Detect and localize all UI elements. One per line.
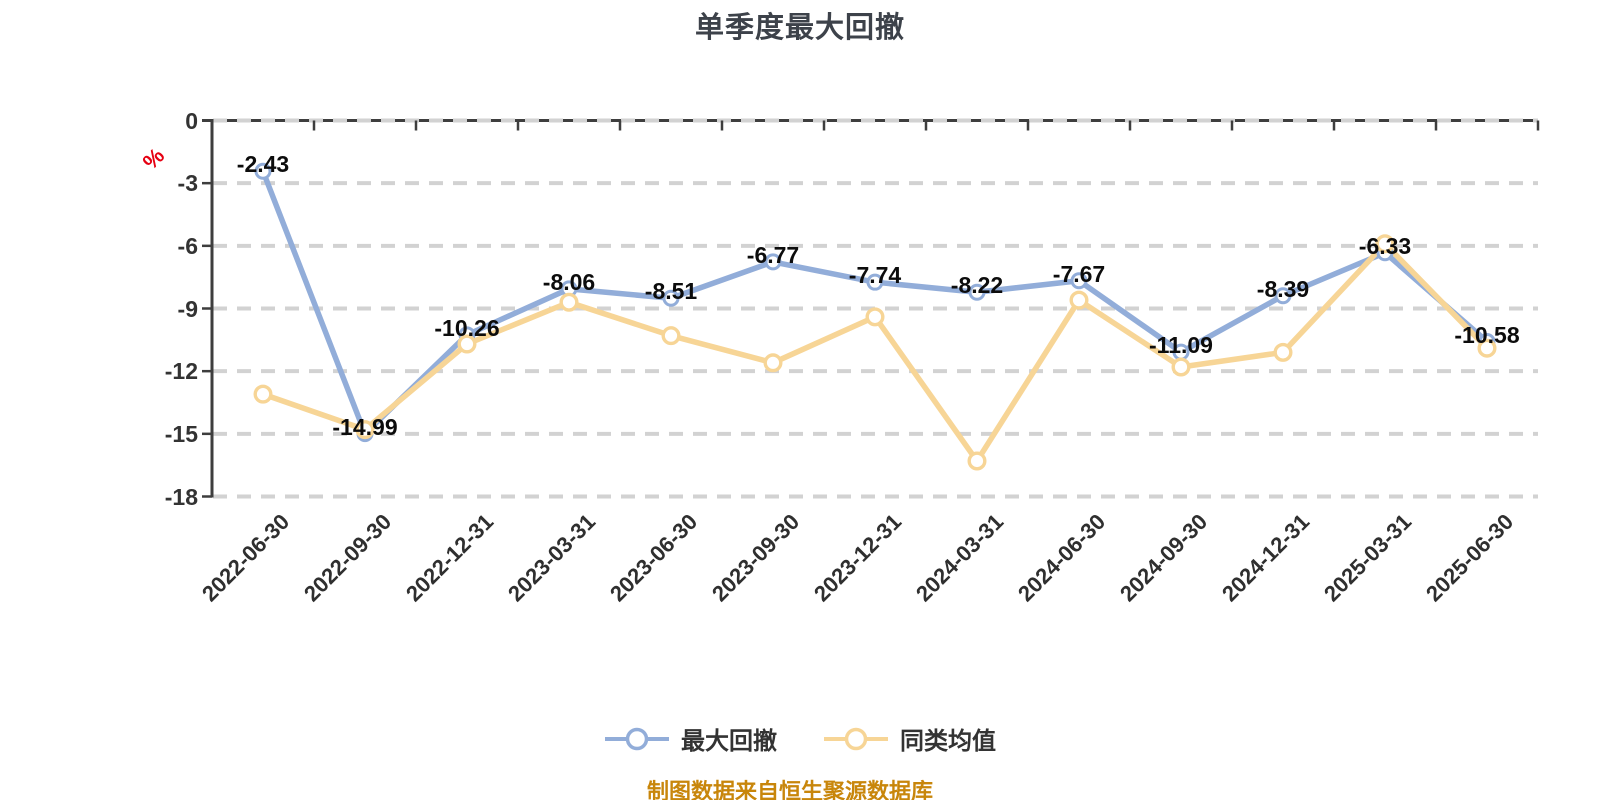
data-point-marker [253, 384, 273, 404]
legend-label: 同类均值 [900, 728, 996, 755]
data-point-marker [1172, 343, 1190, 361]
data-point-marker [764, 253, 782, 271]
data-point-marker [1375, 234, 1395, 254]
chart-title: 单季度最大回撤 [694, 12, 905, 44]
data-point-marker [1070, 272, 1088, 290]
data-point-marker [1274, 287, 1292, 305]
data-point-marker [1477, 338, 1497, 358]
legend-marker-icon [824, 727, 888, 750]
data-point-marker [967, 451, 987, 471]
legend-label: 最大回撤 [681, 728, 777, 755]
legend-item-peer-average[interactable]: 同类均值 [823, 721, 996, 756]
series-line-max-drawdown [260, 168, 1490, 437]
data-point-marker [865, 307, 885, 327]
data-point-marker [968, 283, 986, 301]
data-point-marker [457, 334, 477, 354]
data-point-marker [763, 353, 783, 373]
data-point-marker [1069, 290, 1089, 310]
data-point-marker [355, 420, 375, 440]
data-point-marker [559, 292, 579, 312]
data-source-note: 制图数据来自恒生聚源数据库 [646, 779, 933, 800]
legend-marker-icon [605, 727, 669, 750]
data-point-marker [661, 326, 681, 346]
legend-item-max-drawdown[interactable]: 最大回撤 [604, 721, 777, 756]
data-point-marker [254, 162, 272, 180]
data-point-marker [866, 273, 884, 291]
data-point-marker [1171, 357, 1191, 377]
data-point-marker [662, 289, 680, 307]
legend: 最大回撤 同类均值 [0, 721, 1600, 756]
data-point-marker [1273, 342, 1293, 362]
